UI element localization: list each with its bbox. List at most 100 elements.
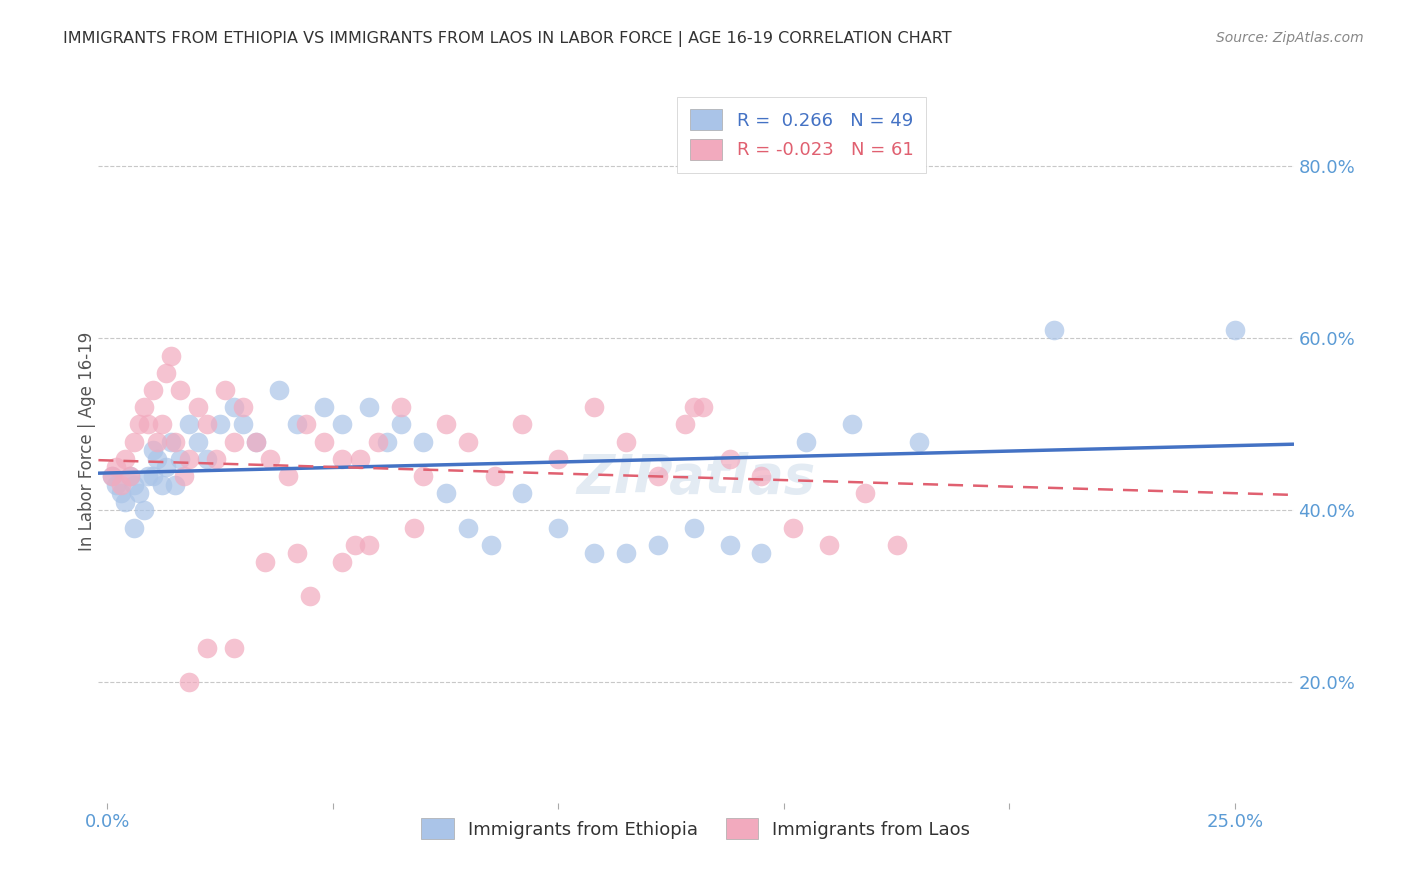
Point xyxy=(118,469,141,483)
Point xyxy=(128,486,150,500)
Point xyxy=(853,486,876,500)
Point xyxy=(245,434,267,449)
Point xyxy=(209,417,232,432)
Point xyxy=(195,451,218,466)
Point xyxy=(285,417,308,432)
Point xyxy=(312,434,335,449)
Point xyxy=(457,520,479,534)
Point xyxy=(124,477,146,491)
Point xyxy=(718,538,741,552)
Point xyxy=(647,469,669,483)
Point xyxy=(177,451,200,466)
Point xyxy=(187,434,209,449)
Text: ZIPatlas: ZIPatlas xyxy=(576,451,815,504)
Point xyxy=(136,417,159,432)
Point xyxy=(105,460,128,475)
Point xyxy=(204,451,226,466)
Point xyxy=(177,417,200,432)
Point xyxy=(412,469,434,483)
Point xyxy=(124,520,146,534)
Point xyxy=(132,400,155,414)
Point xyxy=(312,400,335,414)
Point xyxy=(682,400,704,414)
Point xyxy=(285,546,308,560)
Point xyxy=(114,451,136,466)
Point xyxy=(349,451,371,466)
Point xyxy=(128,417,150,432)
Point xyxy=(782,520,804,534)
Point xyxy=(404,520,426,534)
Point xyxy=(751,546,773,560)
Point xyxy=(101,469,124,483)
Point xyxy=(173,469,195,483)
Point xyxy=(150,477,173,491)
Point xyxy=(841,417,863,432)
Point xyxy=(105,477,128,491)
Point xyxy=(330,451,353,466)
Point xyxy=(299,590,322,604)
Y-axis label: In Labor Force | Age 16-19: In Labor Force | Age 16-19 xyxy=(79,332,96,551)
Point xyxy=(547,520,569,534)
Point xyxy=(692,400,714,414)
Point xyxy=(110,486,132,500)
Point xyxy=(118,469,141,483)
Point xyxy=(146,434,169,449)
Point xyxy=(886,538,908,552)
Point xyxy=(101,469,124,483)
Point xyxy=(357,400,380,414)
Point xyxy=(187,400,209,414)
Point xyxy=(614,434,637,449)
Point xyxy=(614,546,637,560)
Point xyxy=(155,460,177,475)
Point xyxy=(583,546,606,560)
Point xyxy=(818,538,841,552)
Point xyxy=(114,494,136,508)
Point xyxy=(254,555,277,569)
Point xyxy=(367,434,389,449)
Point xyxy=(718,451,741,466)
Point xyxy=(389,417,412,432)
Point xyxy=(195,417,218,432)
Point xyxy=(647,538,669,552)
Point xyxy=(245,434,267,449)
Point xyxy=(484,469,506,483)
Point xyxy=(330,417,353,432)
Point xyxy=(259,451,281,466)
Point xyxy=(344,538,367,552)
Point xyxy=(195,640,218,655)
Point xyxy=(222,400,245,414)
Point xyxy=(583,400,606,414)
Point xyxy=(673,417,696,432)
Point xyxy=(146,451,169,466)
Point xyxy=(232,400,254,414)
Point xyxy=(214,383,236,397)
Point xyxy=(277,469,299,483)
Point xyxy=(796,434,818,449)
Point xyxy=(457,434,479,449)
Point xyxy=(682,520,704,534)
Point xyxy=(141,383,163,397)
Point xyxy=(1043,323,1066,337)
Text: IMMIGRANTS FROM ETHIOPIA VS IMMIGRANTS FROM LAOS IN LABOR FORCE | AGE 16-19 CORR: IMMIGRANTS FROM ETHIOPIA VS IMMIGRANTS F… xyxy=(63,31,952,47)
Point xyxy=(124,434,146,449)
Point xyxy=(136,469,159,483)
Point xyxy=(389,400,412,414)
Point xyxy=(169,383,191,397)
Point xyxy=(547,451,569,466)
Point xyxy=(222,434,245,449)
Point xyxy=(141,443,163,458)
Point xyxy=(434,486,457,500)
Point xyxy=(222,640,245,655)
Point xyxy=(512,417,534,432)
Point xyxy=(165,477,187,491)
Point xyxy=(375,434,398,449)
Point xyxy=(159,434,181,449)
Point xyxy=(357,538,380,552)
Legend: Immigrants from Ethiopia, Immigrants from Laos: Immigrants from Ethiopia, Immigrants fro… xyxy=(412,809,980,848)
Point xyxy=(150,417,173,432)
Point xyxy=(1223,323,1246,337)
Point xyxy=(512,486,534,500)
Point xyxy=(169,451,191,466)
Point xyxy=(232,417,254,432)
Point xyxy=(159,349,181,363)
